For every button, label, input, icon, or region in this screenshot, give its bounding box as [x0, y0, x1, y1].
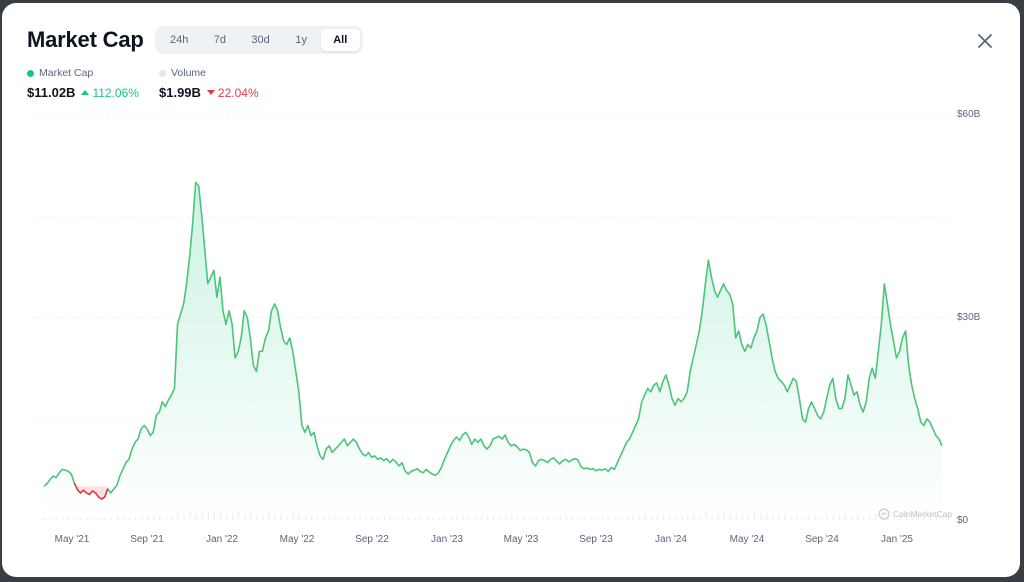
market-cap-change: 112.06% [81, 85, 139, 100]
x-tick-label: Jan '23 [431, 534, 463, 545]
legend-market-cap-label: Market Cap [39, 67, 94, 79]
x-tick-label: Jan '24 [655, 534, 687, 545]
y-tick-label: $60B [957, 109, 981, 120]
modal-title: Market Cap [27, 27, 144, 52]
market-cap-line [43, 181, 943, 500]
volume-stat: $1.99B 22.04% [159, 85, 259, 100]
market-cap-change-value: 112.06% [92, 85, 139, 100]
tab-all[interactable]: All [320, 29, 360, 51]
tab-30d[interactable]: 30d [251, 34, 270, 46]
legend-volume[interactable]: Volume [159, 67, 206, 79]
market-cap-stat: $11.02B 112.06% [27, 85, 139, 100]
tab-1y[interactable]: 1y [295, 34, 308, 46]
volume-dot-icon [159, 69, 166, 77]
legend-volume-label: Volume [171, 67, 207, 79]
x-tick-label: Sep '24 [805, 534, 839, 545]
market-cap-area [44, 182, 942, 520]
market-cap-chart[interactable] [2, 3, 1020, 577]
below-baseline-line [73, 482, 109, 501]
x-tick-label: Sep '21 [130, 534, 164, 545]
time-range-tabs: 24h 7d 30d 1y All [155, 26, 363, 54]
market-cap-modal: Market Cap 24h 7d 30d 1y All Market Cap … [2, 3, 1020, 577]
y-tick-label: $0 [957, 515, 969, 526]
caret-up-icon [81, 90, 90, 95]
legend-market-cap[interactable]: Market Cap [27, 67, 93, 79]
watermark: CoinMarketCap [878, 508, 952, 520]
volume-change-value: 22.04% [217, 85, 259, 100]
x-tick-label: Sep '22 [355, 534, 389, 545]
market-cap-dot-icon [27, 69, 34, 77]
tab-24h[interactable]: 24h [170, 34, 189, 46]
caret-down-icon [206, 90, 215, 95]
x-tick-label: Jan '25 [881, 534, 913, 545]
tab-7d[interactable]: 7d [213, 34, 226, 46]
x-tick-label: May '21 [54, 534, 90, 545]
x-tick-label: May '24 [729, 534, 765, 545]
volume-value: $1.99B [159, 85, 201, 100]
volume-change: 22.04% [206, 85, 259, 100]
y-tick-label: $30B [957, 312, 981, 323]
close-icon[interactable] [974, 30, 996, 52]
x-tick-label: May '22 [279, 534, 315, 545]
volume-bar [942, 516, 944, 520]
watermark-text: CoinMarketCap [893, 509, 953, 519]
x-tick-label: Jan '22 [206, 534, 238, 545]
below-baseline-area [74, 482, 108, 500]
x-tick-label: May '23 [503, 534, 539, 545]
coinmarketcap-logo-icon [878, 508, 890, 520]
market-cap-value: $11.02B [27, 85, 76, 100]
x-tick-label: Sep '23 [579, 534, 613, 545]
